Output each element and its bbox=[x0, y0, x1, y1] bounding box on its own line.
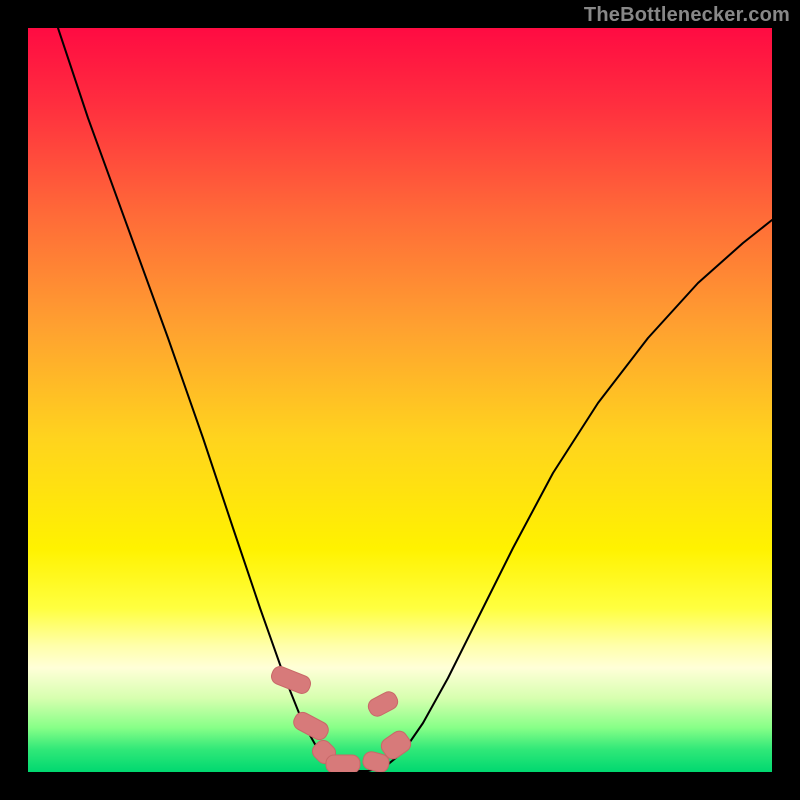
bottleneck-chart-svg bbox=[0, 0, 800, 800]
plot-background bbox=[28, 28, 772, 772]
chart-container: TheBottlenecker.com bbox=[0, 0, 800, 800]
watermark-text: TheBottlenecker.com bbox=[584, 4, 790, 27]
curve-marker bbox=[326, 755, 360, 773]
